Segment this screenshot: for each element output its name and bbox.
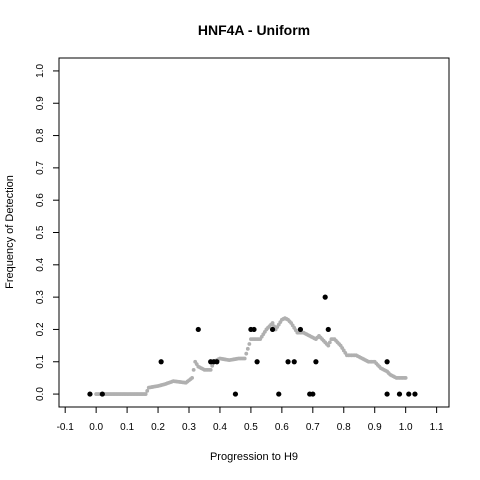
data-point (313, 359, 319, 365)
y-tick-label: 0.6 (35, 193, 46, 207)
x-tick-label: 0.0 (89, 422, 103, 433)
x-tick-label: 0.1 (120, 422, 134, 433)
data-point (285, 359, 291, 365)
y-tick-label: 0.1 (35, 354, 46, 368)
data-point (254, 359, 260, 365)
x-tick-label: 0.7 (306, 422, 320, 433)
curve-point (210, 363, 215, 368)
curve-point (208, 367, 213, 372)
curve-point (143, 392, 148, 396)
data-point (99, 391, 105, 397)
data-point (310, 391, 316, 397)
data-point (291, 359, 297, 365)
data-point (269, 326, 276, 333)
x-tick-label: 1.0 (399, 422, 413, 433)
curve-point (191, 367, 196, 372)
curve-point (403, 376, 408, 380)
y-tick-label: 0.9 (35, 96, 46, 110)
y-tick-label: 0.2 (35, 322, 46, 336)
y-tick-label: 1.0 (35, 64, 46, 78)
data-point (384, 359, 390, 365)
observed-points-series (87, 294, 418, 397)
data-point (396, 391, 403, 397)
data-point (87, 391, 93, 397)
y-tick-label: 0.5 (35, 225, 46, 239)
y-axis: 0.0 0.1 0.2 0.3 0.4 0.5 0.6 0.7 0.8 0.9 1.0 (35, 64, 59, 401)
x-tick-label: 0.5 (244, 422, 258, 433)
data-point (251, 326, 257, 333)
data-point (325, 326, 331, 333)
y-axis-label: Frequency of Detection (4, 175, 16, 289)
x-tick-label: -0.1 (57, 422, 75, 433)
curve-point (326, 343, 331, 348)
data-point (158, 359, 164, 365)
curve-point (247, 342, 252, 346)
y-tick-label: 0.4 (35, 257, 46, 271)
data-point (195, 326, 201, 333)
data-point (297, 326, 304, 333)
curve-point (242, 356, 247, 361)
data-point (384, 391, 390, 397)
curve-point (245, 346, 250, 351)
curve-point (270, 321, 275, 325)
curve-point (244, 351, 249, 356)
x-tick-label: 0.4 (213, 422, 227, 433)
data-point (412, 391, 418, 397)
curve-point (327, 340, 332, 345)
chart-title: HNF4A - Uniform (198, 22, 310, 38)
data-point (232, 391, 239, 397)
data-point (276, 391, 282, 397)
x-tick-label: 0.9 (368, 422, 382, 433)
x-axis: -0.1 0.0 0.1 0.2 0.3 0.4 0.5 0.6 0.7 0.8 0.9 1.0 1.1 (57, 407, 444, 433)
data-point (214, 359, 220, 365)
y-tick-label: 0.8 (35, 128, 46, 142)
curve-point (190, 376, 194, 380)
y-tick-label: 0.0 (35, 387, 46, 401)
data-point (322, 294, 328, 300)
data-point (406, 391, 412, 397)
x-tick-label: 0.8 (337, 422, 351, 433)
x-tick-label: 1.1 (430, 422, 444, 433)
y-tick-label: 0.7 (35, 160, 46, 174)
x-tick-label: 0.2 (151, 422, 165, 433)
x-tick-label: 0.3 (182, 422, 196, 433)
y-tick-label: 0.3 (35, 290, 46, 304)
x-tick-label: 0.6 (275, 422, 289, 433)
curve-point (145, 388, 150, 393)
x-axis-label: Progression to H9 (210, 451, 298, 463)
